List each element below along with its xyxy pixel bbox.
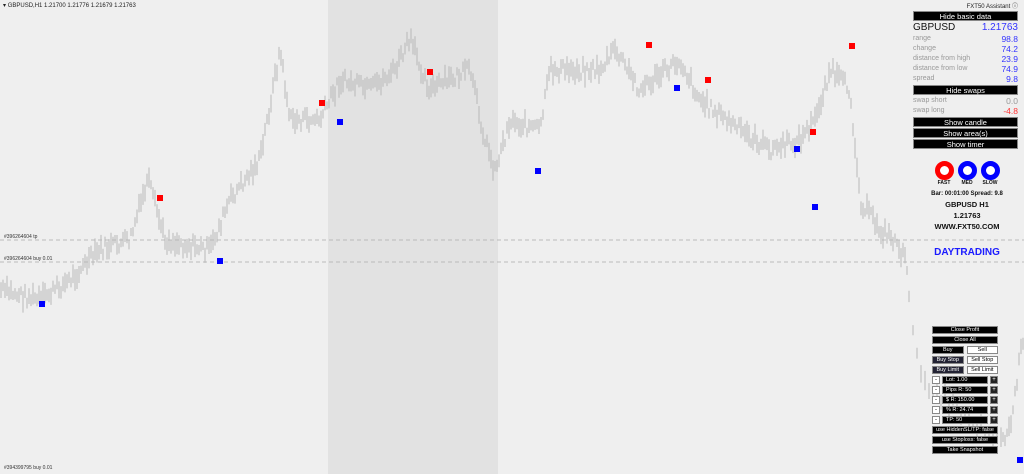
close-profit-button[interactable]: Close Profit <box>932 326 998 334</box>
distance-low-label: distance from low <box>913 65 968 72</box>
buy-signal-marker <box>812 204 818 210</box>
range-value: 98.8 <box>1001 34 1018 44</box>
decrease-percent-button[interactable]: - <box>932 406 940 414</box>
decrease-dollar-button[interactable]: - <box>932 396 940 404</box>
decrease-tp-button[interactable]: - <box>932 416 940 424</box>
bar-timer: Bar: 00:01:00 Spread: 9.8 <box>931 191 1003 197</box>
assistant-title: FXT50 Assistant ⓘ <box>967 1 1018 10</box>
trade-panel: Close Profit Close All Buy Sell Buy Stop S… <box>932 326 998 456</box>
increase-percent-button[interactable]: + <box>990 406 998 414</box>
sell-signal-marker <box>646 42 652 48</box>
increase-dollar-button[interactable]: + <box>990 396 998 404</box>
slow-circle-icon <box>980 161 1000 180</box>
med-label: MED <box>961 180 973 186</box>
buy-signal-marker <box>217 258 223 264</box>
increase-tp-button[interactable]: + <box>990 416 998 424</box>
hide-basic-data-button[interactable]: Hide basic data <box>913 11 1018 21</box>
buy-limit-button[interactable]: Buy Limit <box>932 366 964 374</box>
sell-signal-marker <box>319 100 325 106</box>
percent-risk-input[interactable]: % R: 24.74 <box>942 406 988 414</box>
med-circle-icon <box>957 161 977 180</box>
slow-label: SLOW <box>982 180 998 186</box>
increase-pips-button[interactable]: + <box>990 386 998 394</box>
change-value: 74.2 <box>1001 44 1018 54</box>
highlight-area <box>328 0 498 474</box>
swap-short-value: 0.0 <box>1006 96 1018 106</box>
indicator-circles: FAST MED SLOW <box>914 161 1020 188</box>
fast-circle-icon <box>934 161 954 180</box>
decrease-lot-button[interactable]: - <box>932 376 940 384</box>
sell-signal-marker <box>849 43 855 49</box>
hide-swaps-button[interactable]: Hide swaps <box>913 85 1018 95</box>
info-price: 1.21763 <box>953 211 981 220</box>
buy-signal-marker <box>337 119 343 125</box>
spread-label: spread <box>913 75 935 82</box>
panel-symbol: GBPUSD <box>913 22 956 33</box>
chart-header: ▾ GBPUSD,H1 1.21700 1.21776 1.21679 1.21… <box>3 3 136 9</box>
pips-risk-input[interactable]: Pips R: 50 <box>942 386 988 394</box>
sell-button[interactable]: Sell <box>966 346 998 354</box>
symbol-timeframe: GBPUSD,H1 <box>7 3 43 9</box>
decrease-pips-button[interactable]: - <box>932 386 940 394</box>
info-site: WWW.FXT50.COM <box>934 222 1000 231</box>
distance-low-value: 74.9 <box>1001 64 1018 74</box>
tp-input[interactable]: TP: 50 <box>942 416 988 424</box>
distance-high-label: distance from high <box>913 55 971 62</box>
sell-signal-marker <box>157 195 163 201</box>
buy-signal-marker <box>794 146 800 152</box>
dollar-risk-input[interactable]: $ R: 150.00 <box>942 396 988 404</box>
buy-line-label: #396264604 buy 0.01 <box>4 256 53 262</box>
swap-long-label: swap long <box>913 107 945 114</box>
bottom-order-label: #394399795 buy 0.01 <box>4 465 53 471</box>
stoploss-toggle[interactable]: use Stoploss: false <box>932 436 998 444</box>
show-timer-button[interactable]: Show timer <box>913 139 1018 149</box>
buy-stop-button[interactable]: Buy Stop <box>932 356 964 364</box>
hidden-sltp-toggle[interactable]: use HiddenSL/TP: false <box>932 426 998 434</box>
buy-signal-marker <box>1017 457 1023 463</box>
panel-price: 1.21763 <box>981 22 1018 33</box>
take-snapshot-button[interactable]: Take Snapshot <box>932 446 998 454</box>
ohlc-values: 1.21700 1.21776 1.21679 1.21763 <box>44 3 136 9</box>
buy-signal-marker <box>39 301 45 307</box>
swap-short-label: swap short <box>913 97 947 104</box>
spread-value: 9.8 <box>1006 74 1018 84</box>
buy-button[interactable]: Buy <box>932 346 964 354</box>
buy-signal-marker <box>674 85 680 91</box>
sell-stop-button[interactable]: Sell Stop <box>966 356 998 364</box>
sell-signal-marker <box>705 77 711 83</box>
trading-mode: DAYTRADING <box>934 247 1000 258</box>
distance-high-value: 23.9 <box>1001 54 1018 64</box>
sell-signal-marker <box>810 129 816 135</box>
swap-long-value: -4.8 <box>1003 106 1018 116</box>
assistant-title-text: FXT50 Assistant <box>966 4 1011 10</box>
increase-lot-button[interactable]: + <box>990 376 998 384</box>
sell-limit-button[interactable]: Sell Limit <box>966 366 998 374</box>
tp-line-label: #396264604 tp <box>4 234 38 240</box>
change-label: change <box>913 45 936 52</box>
info-icon[interactable]: ⓘ <box>1011 4 1018 10</box>
close-all-button[interactable]: Close All <box>932 336 998 344</box>
basic-data-panel: Hide basic data GBPUSD 1.21763 range 98.8 … <box>913 10 1018 150</box>
show-candle-button[interactable]: Show candle <box>913 117 1018 127</box>
fast-label: FAST <box>937 180 951 186</box>
show-areas-button[interactable]: Show area(s) <box>913 128 1018 138</box>
info-symbol: GBPUSD H1 <box>945 200 989 209</box>
sell-signal-marker <box>427 69 433 75</box>
buy-signal-marker <box>535 168 541 174</box>
range-label: range <box>913 35 931 42</box>
lot-input[interactable]: Lot: 1.00 <box>942 376 988 384</box>
